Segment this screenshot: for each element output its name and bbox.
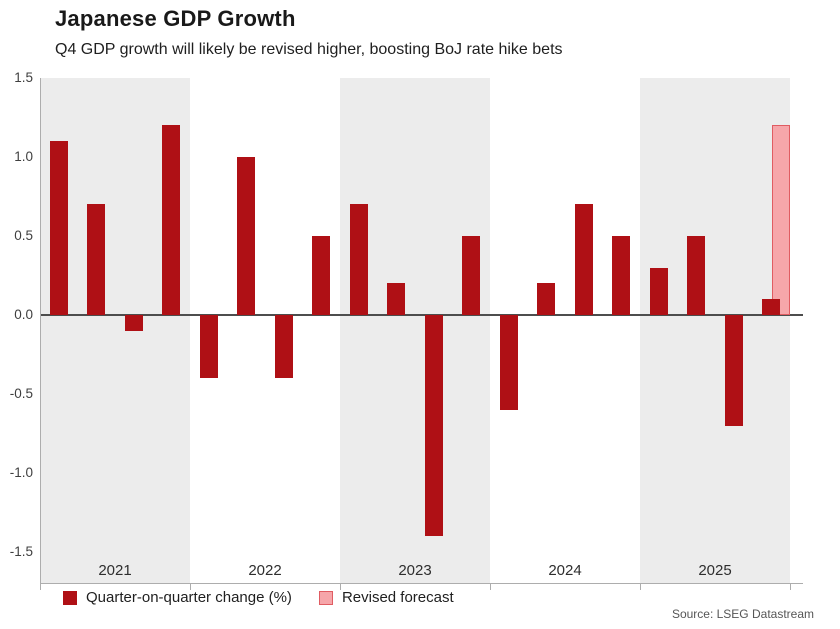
bar-2024-q3 bbox=[575, 204, 593, 315]
bar-2025-q4 bbox=[762, 299, 780, 315]
x-axis-tick bbox=[340, 583, 341, 590]
bar-2021-q2 bbox=[87, 204, 105, 315]
bar-2021-q3 bbox=[125, 315, 143, 331]
legend: Quarter-on-quarter change (%) Revised fo… bbox=[63, 589, 454, 606]
legend-label-revised: Revised forecast bbox=[341, 589, 454, 606]
source-credit: Source: LSEG Datastream bbox=[671, 607, 814, 621]
y-tick-label: 1.5 bbox=[14, 70, 33, 85]
legend-swatch-revised bbox=[318, 590, 333, 605]
y-axis-line bbox=[40, 78, 41, 590]
x-tick-label-2021: 2021 bbox=[98, 562, 132, 579]
x-axis-tick bbox=[190, 583, 191, 590]
x-axis-tick bbox=[490, 583, 491, 590]
bar-2025-q3 bbox=[725, 315, 743, 426]
bar-2021-q1 bbox=[50, 141, 68, 315]
bar-2024-q4 bbox=[612, 236, 630, 315]
bar-2023-q4 bbox=[462, 236, 480, 315]
y-tick-label: -1.0 bbox=[9, 465, 33, 480]
chart-title: Japanese GDP Growth bbox=[55, 6, 296, 31]
zero-line bbox=[40, 314, 803, 316]
y-tick-label: 1.0 bbox=[14, 149, 33, 164]
chart-subtitle: Q4 GDP growth will likely be revised hig… bbox=[55, 41, 563, 58]
bar-2022-q4 bbox=[312, 236, 330, 315]
y-tick-label: 0.0 bbox=[14, 307, 33, 322]
x-tick-label-2023: 2023 bbox=[398, 562, 432, 579]
bar-2024-q1 bbox=[500, 315, 518, 410]
bar-2023-q1 bbox=[350, 204, 368, 315]
bar-2025-q2 bbox=[687, 236, 705, 315]
bar-2024-q2 bbox=[537, 283, 555, 315]
y-tick-label: 0.5 bbox=[14, 228, 33, 243]
x-tick-label-2024: 2024 bbox=[548, 562, 582, 579]
y-tick-label: -1.5 bbox=[9, 544, 33, 559]
x-axis-tick bbox=[790, 583, 791, 590]
x-tick-label-2022: 2022 bbox=[248, 562, 282, 579]
x-tick-label-2025: 2025 bbox=[698, 562, 732, 579]
legend-label-qoq: Quarter-on-quarter change (%) bbox=[86, 589, 292, 606]
bar-2025-q1 bbox=[650, 268, 668, 315]
bar-2022-q3 bbox=[275, 315, 293, 378]
x-axis-tick bbox=[640, 583, 641, 590]
revised-forecast-bar bbox=[772, 125, 790, 315]
x-axis-line bbox=[40, 583, 803, 584]
bar-2022-q1 bbox=[200, 315, 218, 378]
y-tick-label: -0.5 bbox=[9, 386, 33, 401]
bar-2023-q2 bbox=[387, 283, 405, 315]
bar-2023-q3 bbox=[425, 315, 443, 536]
year-band-2023 bbox=[340, 78, 490, 583]
bar-2021-q4 bbox=[162, 125, 180, 315]
bar-2022-q2 bbox=[237, 157, 255, 315]
legend-swatch-qoq bbox=[63, 590, 77, 605]
year-band-2025 bbox=[640, 78, 790, 583]
